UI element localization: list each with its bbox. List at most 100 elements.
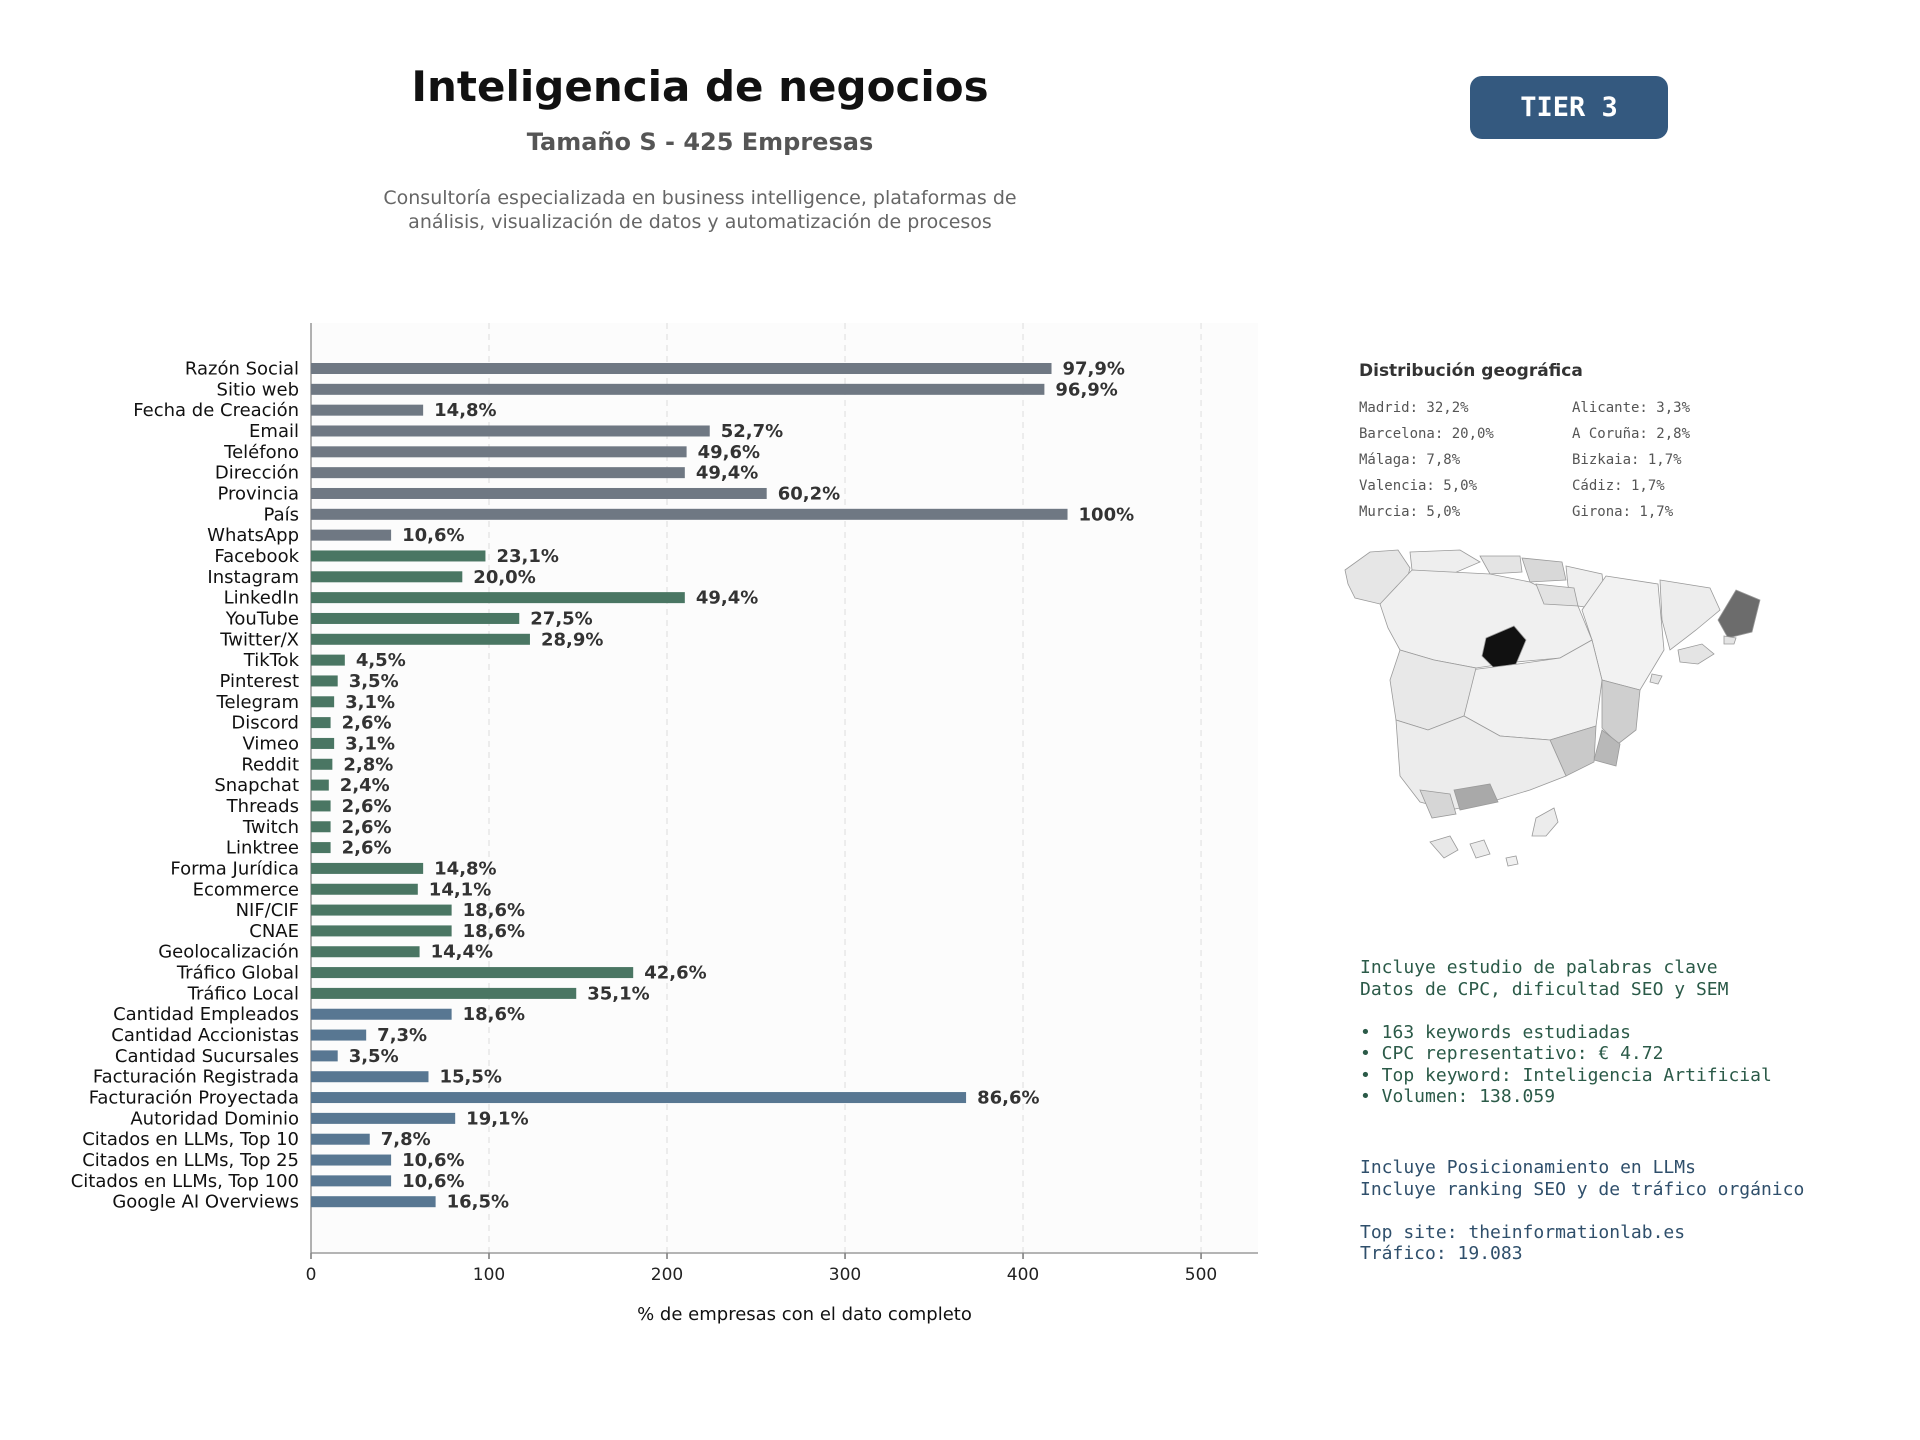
bar xyxy=(311,675,338,687)
category-label: Teléfono xyxy=(223,442,299,463)
category-label: Facturación Proyectada xyxy=(89,1088,299,1109)
geo-item: Girona: 1,7% xyxy=(1572,504,1674,520)
geo-item: Bizkaia: 1,7% xyxy=(1572,452,1682,468)
data-label: 97,9% xyxy=(1063,359,1125,380)
category-label: Threads xyxy=(226,796,299,817)
data-label: 15,5% xyxy=(439,1067,501,1088)
bar xyxy=(311,1050,338,1062)
data-label: 35,1% xyxy=(587,983,649,1004)
data-label: 52,7% xyxy=(721,421,783,442)
data-label: 28,9% xyxy=(541,629,603,650)
category-label: Autoridad Dominio xyxy=(130,1108,299,1129)
bar xyxy=(311,737,335,749)
bar xyxy=(311,654,345,666)
bar xyxy=(311,967,634,979)
data-label: 60,2% xyxy=(778,483,840,504)
bar xyxy=(311,758,333,770)
category-label: Fecha de Creación xyxy=(133,400,299,421)
data-label: 23,1% xyxy=(496,546,558,567)
map-region-valencia xyxy=(1601,679,1641,745)
data-label: 18,6% xyxy=(463,1004,525,1025)
category-label: NIF/CIF xyxy=(236,900,299,921)
data-label: 20,0% xyxy=(473,567,535,588)
data-label: 3,1% xyxy=(345,733,395,754)
data-label: 2,4% xyxy=(340,775,390,796)
x-tick-label: 0 xyxy=(306,1265,317,1285)
data-label: 7,8% xyxy=(381,1129,431,1150)
map-region-ibiza xyxy=(1649,673,1663,685)
map-region-la-rioja xyxy=(1535,583,1579,607)
data-label: 14,1% xyxy=(429,879,491,900)
category-label: Citados en LLMs, Top 25 xyxy=(82,1150,299,1171)
data-label: 3,5% xyxy=(349,671,399,692)
bar xyxy=(311,1112,456,1124)
page-title: Inteligencia de negocios xyxy=(411,62,989,111)
geo-item: Valencia: 5,0% xyxy=(1359,478,1478,494)
bar xyxy=(311,1133,370,1145)
geo-item: A Coruña: 2,8% xyxy=(1572,426,1691,442)
keywords-bullet: • Top keyword: Inteligencia Artificial xyxy=(1360,1064,1772,1086)
map-region-cataluna xyxy=(1659,579,1721,651)
data-label: 86,6% xyxy=(977,1088,1039,1109)
data-label: 49,4% xyxy=(696,463,758,484)
bar xyxy=(311,363,1052,374)
bar xyxy=(311,446,687,458)
category-label: Dirección xyxy=(215,463,299,484)
category-label: CNAE xyxy=(249,921,299,942)
category-label: Pinterest xyxy=(219,671,299,692)
category-label: Linktree xyxy=(226,838,299,859)
category-label: YouTube xyxy=(225,608,299,629)
x-tick-label: 500 xyxy=(1185,1265,1217,1285)
map-region-alicante xyxy=(1593,729,1621,767)
data-label: 14,4% xyxy=(431,942,493,963)
bar xyxy=(311,425,710,437)
map-region-baleares-menorca xyxy=(1723,635,1737,645)
data-label: 27,5% xyxy=(530,608,592,629)
keywords-bullet: • 163 keywords estudiadas xyxy=(1360,1021,1631,1043)
bar xyxy=(311,404,424,416)
bar xyxy=(311,1008,452,1020)
x-tick-label: 300 xyxy=(829,1265,861,1285)
bar xyxy=(311,883,418,895)
bar xyxy=(311,696,335,708)
geo-distribution-title: Distribución geográfica xyxy=(1359,361,1583,381)
data-label: 4,5% xyxy=(356,650,406,671)
bar xyxy=(311,1071,429,1083)
data-label: 2,8% xyxy=(343,754,393,775)
keywords-line: Datos de CPC, dificultad SEO y SEM xyxy=(1360,978,1729,1000)
keywords-bullet: • Volumen: 138.059 xyxy=(1360,1086,1556,1107)
page-subtitle: Tamaño S - 425 Empresas xyxy=(526,128,874,156)
geo-item: Cádiz: 1,7% xyxy=(1572,478,1665,494)
category-label: Sitio web xyxy=(217,379,299,400)
spain-map xyxy=(1344,549,1761,867)
data-label: 3,1% xyxy=(345,692,395,713)
bar xyxy=(311,987,577,999)
category-label: Google AI Overviews xyxy=(112,1192,299,1213)
map-region-canarias-east xyxy=(1531,807,1559,837)
description-line: Consultoría especializada en business in… xyxy=(383,187,1017,209)
description-line: análisis, visualización de datos y autom… xyxy=(408,211,992,233)
map-region-barcelona xyxy=(1717,589,1761,639)
bar xyxy=(311,821,331,833)
map-region-malaga xyxy=(1453,783,1499,811)
data-label: 49,4% xyxy=(696,588,758,609)
category-label: Vimeo xyxy=(242,733,299,754)
x-tick-label: 400 xyxy=(1007,1265,1039,1285)
category-label: Snapchat xyxy=(214,775,299,796)
data-label: 10,6% xyxy=(402,1171,464,1192)
category-label: Provincia xyxy=(217,483,299,504)
data-label: 2,6% xyxy=(342,838,392,859)
data-label: 96,9% xyxy=(1055,379,1117,400)
bar xyxy=(311,467,685,479)
keywords-bullet: • CPC representativo: € 4.72 xyxy=(1360,1043,1664,1064)
data-label: 2,6% xyxy=(342,817,392,838)
category-label: LinkedIn xyxy=(224,588,299,609)
data-label: 2,6% xyxy=(342,713,392,734)
bar-chart: 0 100 200 300 400 500 97,9% Razón Social 96,9% Si… xyxy=(71,323,1258,1325)
data-label: 18,6% xyxy=(463,900,525,921)
data-label: 49,6% xyxy=(698,442,760,463)
bar xyxy=(311,550,486,562)
bar xyxy=(311,842,331,854)
category-label: Facebook xyxy=(214,546,299,567)
category-label: Cantidad Empleados xyxy=(113,1004,299,1025)
